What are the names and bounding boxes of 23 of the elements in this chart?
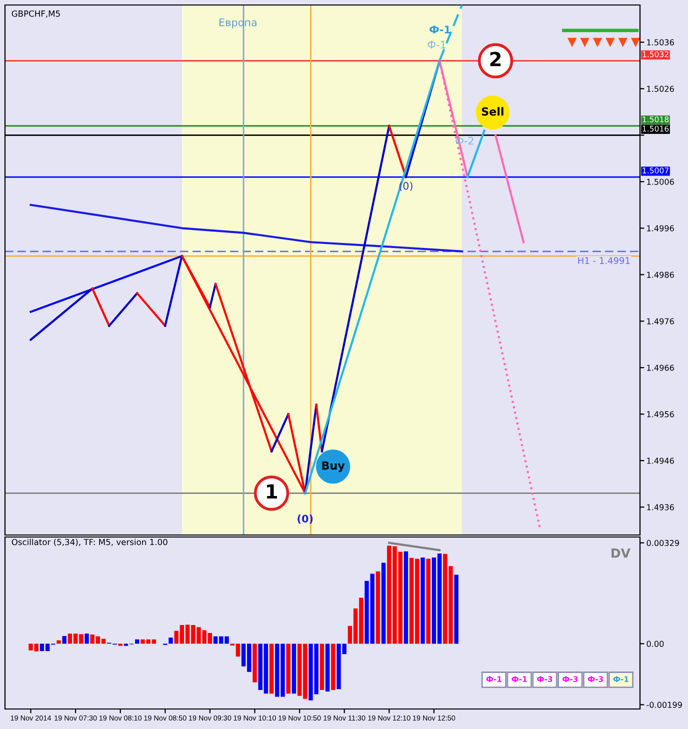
y-tick-label: 1.4966 <box>647 364 674 371</box>
y-tick-label: 1.4976 <box>647 318 674 324</box>
y-tick-label: 1.4986 <box>647 272 674 278</box>
y-tick-label: 1.5006 <box>647 178 674 185</box>
y-tick-label: 1.5026 <box>647 86 674 92</box>
annotation: 2 <box>490 52 501 66</box>
y-tick-label: 0.00329 <box>646 540 679 546</box>
chart-title: Oscillator (5,34), TF: M5, version 1.00 <box>12 538 168 546</box>
y-tick-label: 1.4956 <box>647 411 674 418</box>
annotation: Buy <box>322 461 345 472</box>
y-tick-label: 1.5036 <box>647 39 674 46</box>
annotation: 1 <box>266 484 277 499</box>
y-tick-label: 1.4946 <box>647 458 674 464</box>
annotation: Ф-1 <box>430 26 450 34</box>
annotation: Ф-1 <box>428 40 446 48</box>
y-tick-label: 1.4936 <box>647 504 674 510</box>
text: GBPCHF,M5 <box>12 10 60 18</box>
y-tick-label: 1.4996 <box>647 225 674 232</box>
annotation: DV <box>612 548 630 558</box>
ref-line-label: H1 - 1.4991 <box>578 257 630 264</box>
y-tick-label: 0.00 <box>646 640 664 647</box>
y-tick-label: -0.00199 <box>646 702 682 708</box>
annotation: Sell <box>482 107 504 116</box>
